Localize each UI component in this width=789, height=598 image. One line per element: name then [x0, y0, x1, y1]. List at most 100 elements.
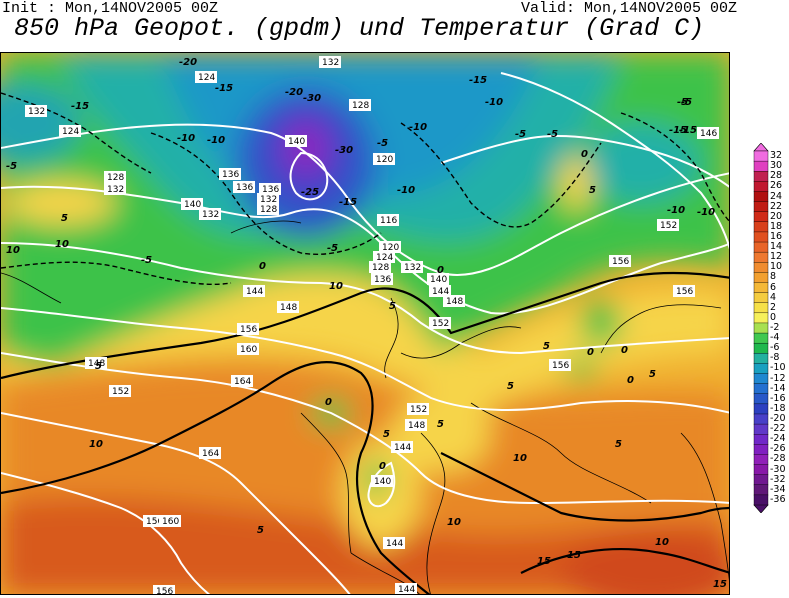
scale-swatch: [753, 423, 769, 435]
scale-swatch: [753, 434, 769, 445]
geo-label: 136: [262, 185, 279, 195]
geo-label: 124: [62, 127, 79, 137]
geo-label: 140: [374, 477, 391, 487]
temp-label: -5: [141, 255, 152, 266]
geo-label: 132: [404, 263, 421, 273]
scale-arrow-down: [753, 504, 769, 513]
map-canvas: 132 124 132 124 128 128 132 136 140 140 …: [1, 53, 729, 595]
temp-label: -15: [71, 101, 89, 112]
temp-label: 0: [587, 347, 594, 358]
geo-label: 164: [234, 377, 251, 387]
temp-label: 5: [383, 429, 390, 440]
temp-label: -20: [285, 87, 303, 98]
geo-label: 128: [260, 205, 277, 215]
scale-label: 4: [770, 291, 777, 303]
temp-label: 15: [537, 556, 551, 567]
scale-label: -6: [770, 342, 780, 354]
scale-label: -10: [770, 362, 786, 374]
scale-swatch: [753, 363, 769, 375]
geo-label: 152: [660, 221, 677, 231]
geo-label: 120: [382, 243, 399, 253]
geo-label: 120: [376, 155, 393, 165]
geo-label: 156: [552, 361, 569, 371]
temp-label: 10: [6, 245, 20, 256]
scale-swatch: [753, 150, 769, 162]
geo-label: 160: [240, 345, 257, 355]
scale-swatch: [753, 292, 769, 304]
temp-label: -10: [485, 97, 503, 108]
scale-label: 24: [770, 190, 783, 202]
geo-label: 144: [394, 443, 411, 453]
geo-label: 152: [432, 319, 449, 329]
geo-label: 124: [198, 73, 215, 83]
geo-label: 136: [222, 170, 239, 180]
temp-label: -30: [303, 93, 321, 104]
scale-label: 28: [770, 170, 783, 182]
scale-swatch: [753, 403, 769, 415]
temp-label: 10: [655, 537, 669, 548]
scale-swatch: [753, 444, 769, 455]
scale-label: -28: [770, 453, 786, 465]
geo-label: 164: [202, 449, 219, 459]
scale-label: 0: [770, 311, 777, 323]
valid-time-label: Valid: Mon,14NOV2005 00Z: [520, 0, 737, 17]
geo-label: 132: [260, 195, 277, 205]
scale-label: -16: [770, 392, 786, 404]
scale-label: -2: [770, 322, 780, 333]
geo-label: 136: [374, 275, 391, 285]
temp-label: -25: [301, 187, 319, 198]
scale-swatch: [753, 191, 769, 203]
temp-label: 5: [615, 439, 622, 450]
scale-label: -14: [770, 382, 786, 394]
geo-label: 124: [376, 253, 393, 263]
temp-label: -5: [677, 97, 688, 108]
scale-label: -32: [770, 473, 786, 485]
geo-label: 132: [28, 107, 45, 117]
temp-label: -5: [327, 243, 338, 254]
temp-label: 5: [543, 341, 550, 352]
scale-label: 32: [770, 150, 783, 162]
temp-label: -10: [409, 122, 427, 133]
scale-swatch: [753, 231, 769, 243]
scale-label: -22: [770, 423, 786, 435]
scale-label: -34: [770, 483, 786, 495]
temp-label: -10: [397, 185, 415, 196]
scale-swatch: [753, 201, 769, 213]
scale-swatch: [753, 272, 769, 283]
scale-label: -24: [770, 433, 786, 445]
chart-header: Init : Mon,14NOV2005 00Z Valid: Mon,14NO…: [0, 0, 789, 52]
temp-label: -10: [667, 205, 685, 216]
scale-swatch: [753, 262, 769, 273]
temp-label: 5: [649, 369, 656, 380]
scale-label: -4: [770, 332, 780, 344]
scale-label: 30: [770, 160, 783, 172]
scale-swatch: [753, 160, 769, 172]
geo-label: 128: [372, 263, 389, 273]
scale-label: 10: [770, 261, 783, 273]
temp-label: 10: [329, 281, 343, 292]
geo-label: 128: [107, 173, 124, 183]
scale-label: 22: [770, 200, 783, 212]
geo-label: 132: [107, 185, 124, 195]
temperature-field: [1, 53, 729, 594]
geo-label: 156: [240, 325, 257, 335]
temp-label: 5: [95, 361, 102, 372]
scale-swatch: [753, 332, 769, 344]
scale-swatch: [753, 373, 769, 385]
init-time-label: Init : Mon,14NOV2005 00Z: [2, 0, 219, 17]
temp-label: 5: [389, 301, 396, 312]
temperature-contours: [1, 92, 729, 594]
scale-label: 12: [770, 251, 783, 263]
temp-label: -15: [215, 83, 233, 94]
scale-swatch: [753, 353, 769, 364]
temp-label: 15: [713, 579, 727, 590]
geo-label: 156: [612, 257, 629, 267]
temp-label: -30: [335, 145, 353, 156]
temp-label: 0: [379, 461, 386, 472]
scale-swatch: [753, 181, 769, 192]
geo-label: 128: [352, 101, 369, 111]
temp-label: 0: [581, 149, 588, 160]
color-scale-bar: [753, 143, 769, 513]
geo-label: 156: [156, 587, 173, 595]
geo-label: 156: [676, 287, 693, 297]
